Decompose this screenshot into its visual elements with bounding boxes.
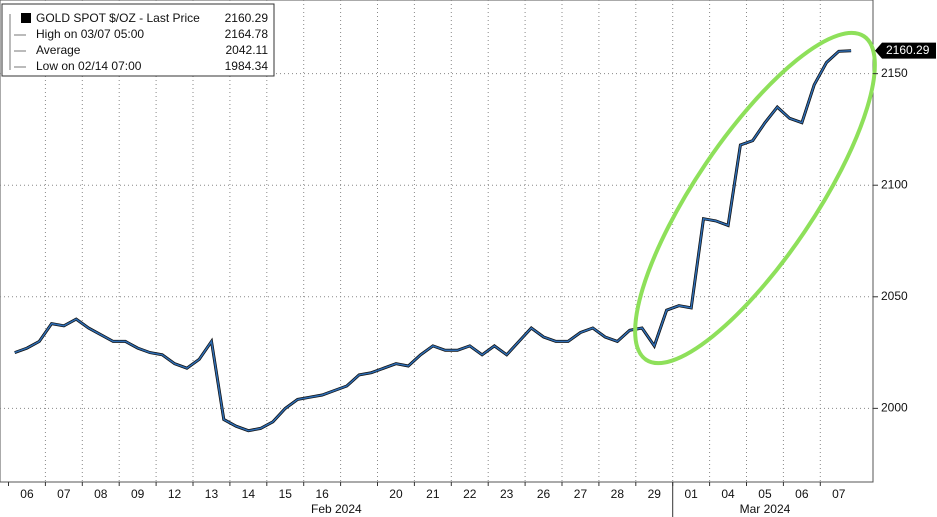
legend-label: Low on 02/14 07:00 bbox=[36, 59, 142, 73]
x-tick-label: 13 bbox=[205, 487, 219, 501]
legend-label: High on 03/07 05:00 bbox=[36, 27, 144, 41]
x-tick-label: 27 bbox=[574, 487, 588, 501]
grid bbox=[0, 0, 873, 482]
x-tick-label: 29 bbox=[648, 487, 662, 501]
x-tick-label: 07 bbox=[57, 487, 71, 501]
x-tick-label: 28 bbox=[611, 487, 625, 501]
x-tick-label: 23 bbox=[500, 487, 514, 501]
legend-value: 1984.34 bbox=[225, 59, 269, 73]
legend-label: GOLD SPOT $/OZ - Last Price bbox=[36, 11, 200, 25]
legend-value: 2164.78 bbox=[225, 27, 269, 41]
legend-value: 2160.29 bbox=[225, 11, 269, 25]
x-tick-label: 12 bbox=[168, 487, 182, 501]
price-line bbox=[14, 49, 852, 432]
legend-box bbox=[1, 3, 275, 77]
x-tick-label: 15 bbox=[279, 487, 293, 501]
x-tick-label: 09 bbox=[131, 487, 145, 501]
last-price-label: 2160.29 bbox=[886, 43, 930, 57]
x-tick-label: 16 bbox=[315, 487, 329, 501]
y-tick-label: 2150 bbox=[881, 66, 908, 80]
x-tick-label: 08 bbox=[94, 487, 108, 501]
highlight-ellipse bbox=[633, 30, 877, 366]
last-price-tag bbox=[875, 42, 936, 59]
x-tick-label: 20 bbox=[389, 487, 403, 501]
x-tick-label: 06 bbox=[20, 487, 34, 501]
x-tick-label: 05 bbox=[758, 487, 772, 501]
x-group-label: Mar 2024 bbox=[740, 502, 791, 516]
legend-value: 2042.11 bbox=[226, 43, 269, 57]
legend: GOLD SPOT $/OZ - Last Price 2160.29 High… bbox=[1, 3, 275, 77]
x-group-label: Feb 2024 bbox=[311, 502, 362, 516]
lines bbox=[14, 49, 852, 433]
x-tick-label: 14 bbox=[242, 487, 256, 501]
plot-area bbox=[0, 0, 874, 483]
x-tick-label: 21 bbox=[426, 487, 440, 501]
x-tick-label: 22 bbox=[463, 487, 477, 501]
legend-label: Average bbox=[36, 43, 81, 57]
x-tick-label: 01 bbox=[684, 487, 698, 501]
x-tick-label: 06 bbox=[795, 487, 809, 501]
x-tick-label: 26 bbox=[537, 487, 551, 501]
y-tick-label: 2000 bbox=[881, 401, 908, 415]
y-tick-label: 2050 bbox=[881, 289, 908, 303]
legend-tree bbox=[9, 14, 26, 70]
x-tick-label: 07 bbox=[832, 487, 846, 501]
legend-swatch bbox=[21, 13, 31, 23]
y-tick-label: 2100 bbox=[881, 177, 908, 191]
x-tick-label: 04 bbox=[721, 487, 735, 501]
